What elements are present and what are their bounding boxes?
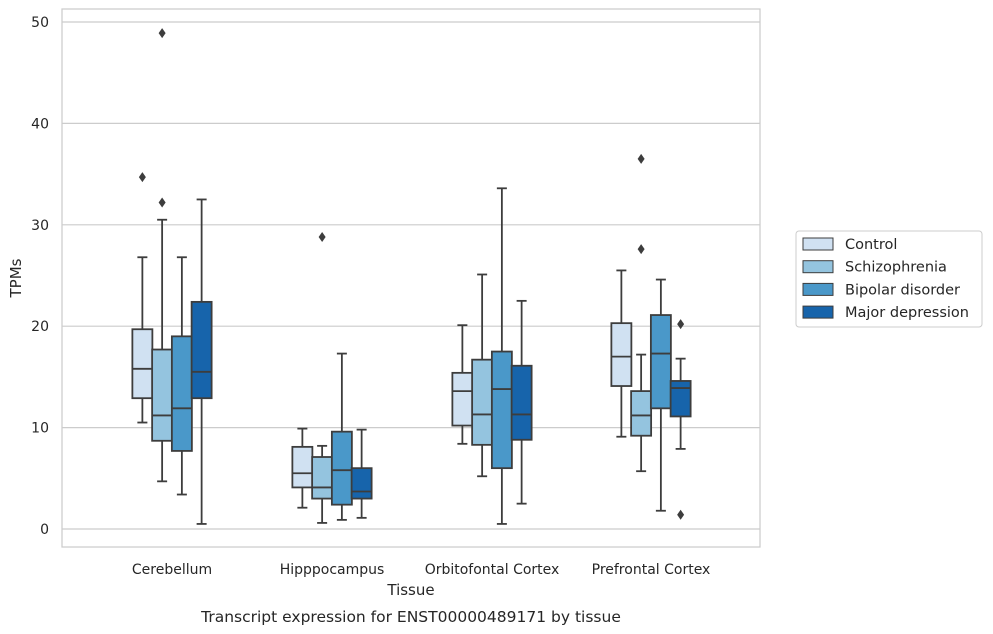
box-body (151, 348, 174, 442)
outlier-point (677, 319, 685, 330)
box-control (131, 172, 154, 424)
box-control (610, 269, 633, 438)
box-body (669, 380, 692, 418)
outlier-point (158, 28, 166, 39)
box-plots (131, 28, 692, 525)
box-body (350, 467, 373, 500)
box-major-depression (350, 428, 373, 519)
y-tick-label: 50 (31, 15, 49, 31)
y-axis-title: TPMs (7, 258, 25, 298)
y-tick-label: 40 (31, 116, 49, 132)
x-tick-labels: Cerebellum Hipppocampus Orbitofontal Corte… (132, 562, 710, 578)
box-body (190, 300, 213, 400)
box-body (510, 364, 533, 441)
plot-area (61, 8, 761, 548)
box-schizophrenia (311, 231, 334, 524)
outlier-point (677, 509, 685, 520)
box-major-depression (669, 319, 692, 520)
outlier-point (637, 153, 645, 164)
y-tick-label: 0 (40, 522, 49, 538)
box-schizophrenia (630, 153, 653, 473)
legend-label: Major depression (845, 305, 969, 321)
outlier-point (138, 172, 146, 183)
box-body (630, 390, 653, 437)
legend-label: Control (845, 237, 897, 253)
legend-swatch (802, 237, 834, 251)
outlier-point (158, 197, 166, 208)
box-major-depression (190, 198, 213, 525)
x-tick-label: Orbitofontal Cortex (425, 562, 560, 578)
box-bipolar-disorder (649, 278, 672, 512)
box-major-depression (510, 299, 533, 505)
legend-frame (795, 230, 983, 328)
box-body (610, 322, 633, 387)
y-tick-label: 10 (31, 421, 49, 437)
x-tick-label: Cerebellum (132, 562, 212, 578)
chart-caption: Transcript expression for ENST0000048917… (200, 608, 621, 626)
outlier-point (637, 244, 645, 255)
legend: Control Schizophrenia Bipolar disorder Majo… (795, 230, 983, 328)
y-tick-label: 30 (31, 218, 49, 234)
legend-swatch (802, 282, 834, 296)
legend-label: Bipolar disorder (845, 282, 960, 298)
box-body (291, 445, 314, 489)
box-bipolar-disorder (170, 256, 193, 496)
box-body (131, 328, 154, 400)
box-body (170, 335, 193, 452)
box-bipolar-disorder (330, 352, 353, 521)
outlier-point (318, 231, 326, 242)
box-body (451, 371, 474, 427)
box-control (451, 324, 474, 445)
box-body (490, 350, 513, 470)
legend-swatch (802, 305, 834, 319)
y-tick-labels: 0 10 20 30 40 50 (31, 15, 49, 538)
box-body (330, 430, 353, 506)
x-tick-label: Hipppocampus (280, 562, 385, 578)
legend-swatch (802, 260, 834, 274)
y-tick-label: 20 (31, 319, 49, 335)
box-body (471, 358, 494, 446)
box-body (649, 314, 672, 410)
x-tick-label: Prefrontal Cortex (592, 562, 711, 578)
legend-label: Schizophrenia (845, 260, 947, 276)
x-axis-title: Tissue (386, 581, 434, 599)
box-body (311, 456, 334, 500)
